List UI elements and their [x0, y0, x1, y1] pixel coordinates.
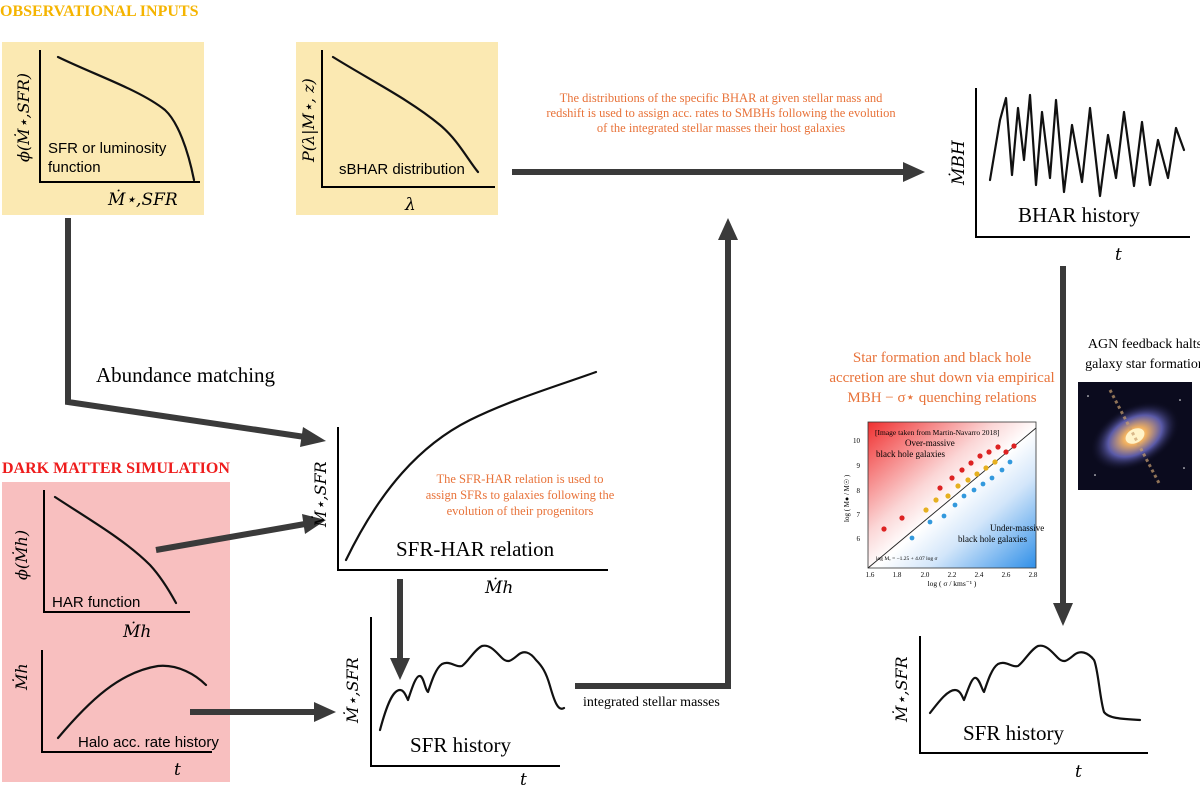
sbhar-note-line-2: redshift is used to assign acc. rates to… [546, 106, 896, 120]
sfr-function-label-2: function [48, 159, 101, 176]
inset-xtick: 1.8 [893, 571, 902, 579]
agn-feedback-line-1: AGN feedback halts [1088, 337, 1200, 352]
inset-fit-label: log Mₑ = −1.25 + 4.07 log σ [876, 556, 938, 562]
inset-xticks: 1.6 1.8 2.0 2.2 2.4 2.6 2.8 [866, 571, 1038, 579]
arrow-halo-to-sfrhistory [190, 702, 336, 722]
har-function-ylabel: ϕ(Ṁh) [11, 530, 31, 580]
halo-history-xlabel: t [174, 760, 181, 780]
bhar-history-ylabel: ṀBH [948, 139, 969, 186]
inset-xtick: 2.4 [975, 571, 984, 579]
panel-bhar-history: BHAR history ṀBH t [948, 88, 1190, 265]
inset-under-massive-1: Under-massive [990, 523, 1044, 533]
sfr-har-label: SFR-HAR relation [396, 537, 555, 561]
quenching-note-line-2: accretion are shut down via empirical [829, 370, 1054, 386]
agn-feedback-line-2: galaxy star formation [1085, 357, 1200, 372]
abundance-matching-label: Abundance matching [96, 363, 276, 387]
bhar-history-label: BHAR history [1018, 203, 1140, 227]
sbhar-curve [331, 55, 480, 174]
inset-ytick: 6 [857, 535, 861, 543]
sbhar-ylabel: P(λ|M⋆, z) [299, 78, 318, 163]
sfr-har-curve [344, 370, 598, 562]
inset-over-massive-2: black hole galaxies [876, 449, 945, 459]
inset-xtick: 2.2 [948, 571, 957, 579]
inset-over-massive-1: Over-massive [905, 438, 955, 448]
inset-under-massive-2: black hole galaxies [958, 534, 1027, 544]
panel-sfr-history-right: SFR history Ṁ⋆,SFR t [891, 636, 1148, 782]
dark-matter-box [2, 482, 230, 782]
inset-ytick: 8 [857, 487, 861, 495]
arrow-integrated-masses [575, 218, 738, 689]
sbhar-note-line-1: The distributions of the specific BHAR a… [560, 91, 884, 105]
heading-dark-matter-simulation: DARK MATTER SIMULATION [2, 460, 230, 477]
har-function-xlabel: Ṁh [122, 621, 151, 642]
halo-history-ylabel: Ṁh [11, 663, 31, 691]
sfr-function-curve [56, 55, 196, 182]
panel-sfr-har: SFR-HAR relation Ṁ⋆,SFR Ṁh [310, 370, 608, 598]
heading-observational-inputs: OBSERVATIONAL INPUTS [0, 3, 199, 20]
panel-sfr-function: SFR or luminosity function ϕ(Ṁ⋆,SFR) Ṁ⋆,… [2, 42, 204, 215]
inset-ylabel: log ( M● / M☉ ) [843, 474, 851, 522]
galaxy-image [1078, 382, 1192, 490]
halo-history-label: Halo acc. rate history [78, 734, 219, 751]
sfr-function-ylabel: ϕ(Ṁ⋆,SFR) [13, 73, 33, 162]
integrated-masses-label: integrated stellar masses [583, 695, 720, 710]
inset-data-points [881, 443, 1017, 541]
inset-yticks: 6 7 8 9 10 [853, 437, 861, 543]
panel-sfr-history-mid: SFR history Ṁ⋆,SFR t [342, 617, 566, 788]
sfr-history-right-xlabel: t [1075, 762, 1082, 782]
sfr-history-mid-xlabel: t [520, 770, 527, 788]
quenching-note-line-3: MBH − σ⋆ quenching relations [847, 390, 1036, 406]
sfr-har-xlabel: Ṁh [484, 577, 513, 598]
halo-history-curve [56, 664, 208, 740]
har-function-curve [53, 495, 178, 605]
inset-ytick: 7 [857, 511, 861, 519]
sfr-function-label-1: SFR or luminosity [48, 140, 167, 157]
sfr-history-mid-ylabel: Ṁ⋆,SFR [342, 657, 362, 724]
sfr-history-mid-label: SFR history [410, 733, 511, 757]
inset-msigma-plot: [Image taken from Martin-Navarro 2018] O… [824, 414, 1044, 588]
bhar-history-curve [988, 93, 1186, 198]
sfr-har-note-line-2: assign SFRs to galaxies following the [426, 488, 615, 502]
inset-xtick: 2.6 [1002, 571, 1011, 579]
sfr-har-ylabel: Ṁ⋆,SFR [310, 461, 330, 528]
panel-sbhar: sBHAR distribution P(λ|M⋆, z) λ [296, 42, 498, 215]
sbhar-xlabel: λ [404, 195, 416, 215]
sfr-history-right-curve [928, 644, 1142, 722]
inset-caption: [Image taken from Martin-Navarro 2018] [875, 428, 1000, 437]
inset-xtick: 2.8 [1029, 571, 1038, 579]
inset-xtick: 1.6 [866, 571, 875, 579]
arrow-sbhar-to-bhar [512, 162, 925, 182]
sfr-har-note-line-3: evolution of their progenitors [447, 504, 594, 518]
inset-xtick: 2.0 [921, 571, 930, 579]
sfr-history-right-label: SFR history [963, 721, 1064, 745]
har-function-label: HAR function [52, 594, 140, 611]
quenching-note-line-1: Star formation and black hole [853, 350, 1032, 366]
inset-xlabel: log ( σ / kms⁻¹ ) [928, 579, 977, 588]
arrow-sfrhar-to-sfrhistory [390, 579, 410, 680]
sfr-history-mid-curve [378, 644, 566, 732]
sbhar-note-line-3: of the integrated stellar masses their h… [597, 121, 845, 135]
sfr-history-right-ylabel: Ṁ⋆,SFR [891, 656, 911, 723]
inset-ytick: 10 [853, 437, 861, 445]
inset-ytick: 9 [857, 462, 861, 470]
arrow-har-to-sfrhar [155, 514, 326, 553]
sfr-har-note-line-1: The SFR-HAR relation is used to [436, 472, 603, 486]
panel-har-function: HAR function ϕ(Ṁh) Ṁh [11, 490, 190, 642]
panel-halo-history: Halo acc. rate history Ṁh t [11, 650, 219, 780]
arrow-abundance-matching [65, 218, 326, 447]
sbhar-label: sBHAR distribution [339, 161, 465, 178]
bhar-history-xlabel: t [1115, 245, 1122, 265]
arrow-bhar-to-sfrhistory [1053, 266, 1073, 626]
sfr-function-xlabel: Ṁ⋆,SFR [107, 189, 178, 210]
